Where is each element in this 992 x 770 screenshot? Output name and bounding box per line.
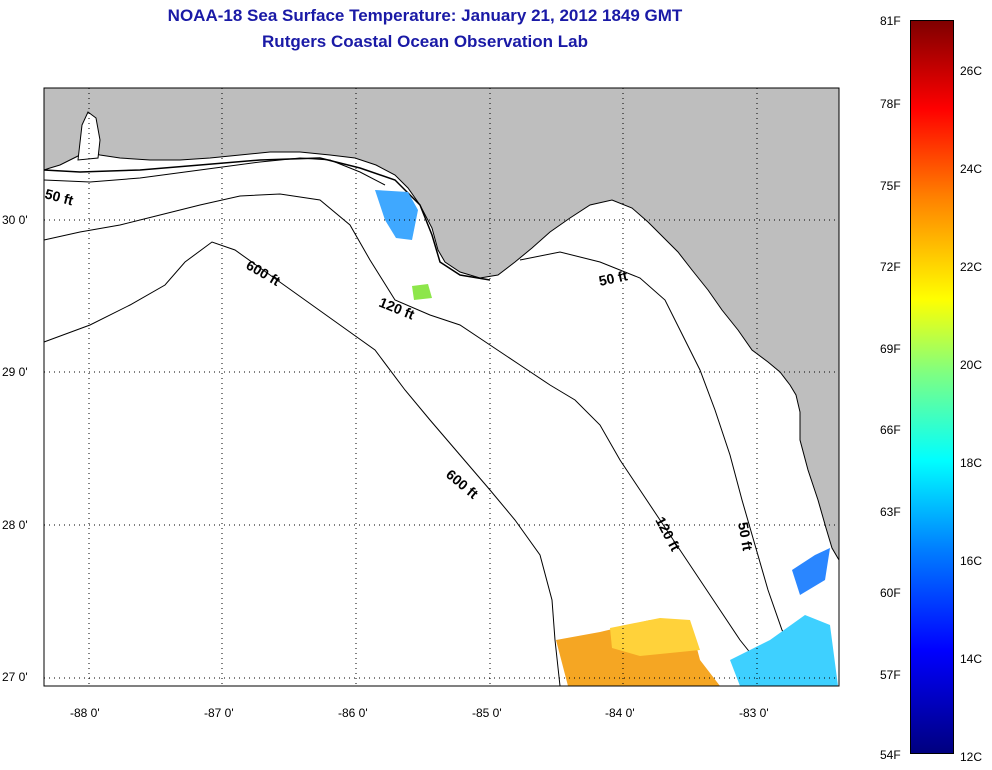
cb-f-75: 75F bbox=[880, 179, 901, 193]
sst-patch-apalachicola bbox=[375, 190, 418, 240]
cb-c-26: 26C bbox=[960, 64, 983, 78]
cb-c-20: 20C bbox=[960, 358, 983, 372]
cb-f-69: 69F bbox=[880, 342, 901, 356]
cb-f-81: 81F bbox=[880, 14, 901, 28]
lat-label-30: 30 0' bbox=[2, 213, 28, 227]
contour-label-50ft-south: 50 ft bbox=[735, 521, 756, 552]
lon-label-84: -84 0' bbox=[605, 706, 635, 720]
contour-50ft-east bbox=[519, 251, 816, 687]
cb-c-18: 18C bbox=[960, 456, 983, 470]
cb-f-63: 63F bbox=[880, 505, 901, 519]
cb-f-54: 54F bbox=[880, 748, 901, 762]
cb-f-78: 78F bbox=[880, 97, 901, 111]
cb-c-12: 12C bbox=[960, 750, 983, 764]
lon-label-85: -85 0' bbox=[472, 706, 502, 720]
sst-patch-st-george bbox=[412, 284, 432, 300]
lon-label-83: -83 0' bbox=[739, 706, 769, 720]
mobile-bay bbox=[77, 111, 101, 161]
lat-label-29: 29 0' bbox=[2, 365, 28, 379]
cb-c-14: 14C bbox=[960, 652, 983, 666]
contour-50ft-west bbox=[43, 157, 386, 186]
land-mass bbox=[43, 87, 840, 562]
cb-f-66: 66F bbox=[880, 423, 901, 437]
cb-f-72: 72F bbox=[880, 260, 901, 274]
contour-120ft bbox=[43, 193, 776, 687]
cb-f-57: 57F bbox=[880, 668, 901, 682]
contour-600ft bbox=[43, 241, 561, 687]
lon-label-87: -87 0' bbox=[204, 706, 234, 720]
title-main: NOAA-18 Sea Surface Temperature: January… bbox=[167, 6, 683, 25]
cb-f-60: 60F bbox=[880, 586, 901, 600]
lon-label-88: -88 0' bbox=[70, 706, 100, 720]
cb-c-22: 22C bbox=[960, 260, 983, 274]
contour-label-50ft-west: 50 ft bbox=[43, 185, 75, 208]
cb-c-16: 16C bbox=[960, 554, 983, 568]
sst-patch-tampa bbox=[792, 548, 830, 595]
lon-label-86: -86 0' bbox=[338, 706, 368, 720]
map-frame bbox=[43, 87, 840, 687]
colorbar bbox=[910, 20, 954, 754]
sst-patch-south-yellow bbox=[610, 618, 700, 656]
cb-c-24: 24C bbox=[960, 162, 983, 176]
lat-label-28: 28 0' bbox=[2, 518, 28, 532]
lat-label-27: 27 0' bbox=[2, 670, 28, 684]
coastline bbox=[43, 157, 491, 281]
title-subtitle: Rutgers Coastal Ocean Observation Lab bbox=[262, 32, 588, 51]
contour-label-50ft-east: 50 ft bbox=[597, 267, 629, 289]
sst-patches bbox=[375, 190, 838, 686]
